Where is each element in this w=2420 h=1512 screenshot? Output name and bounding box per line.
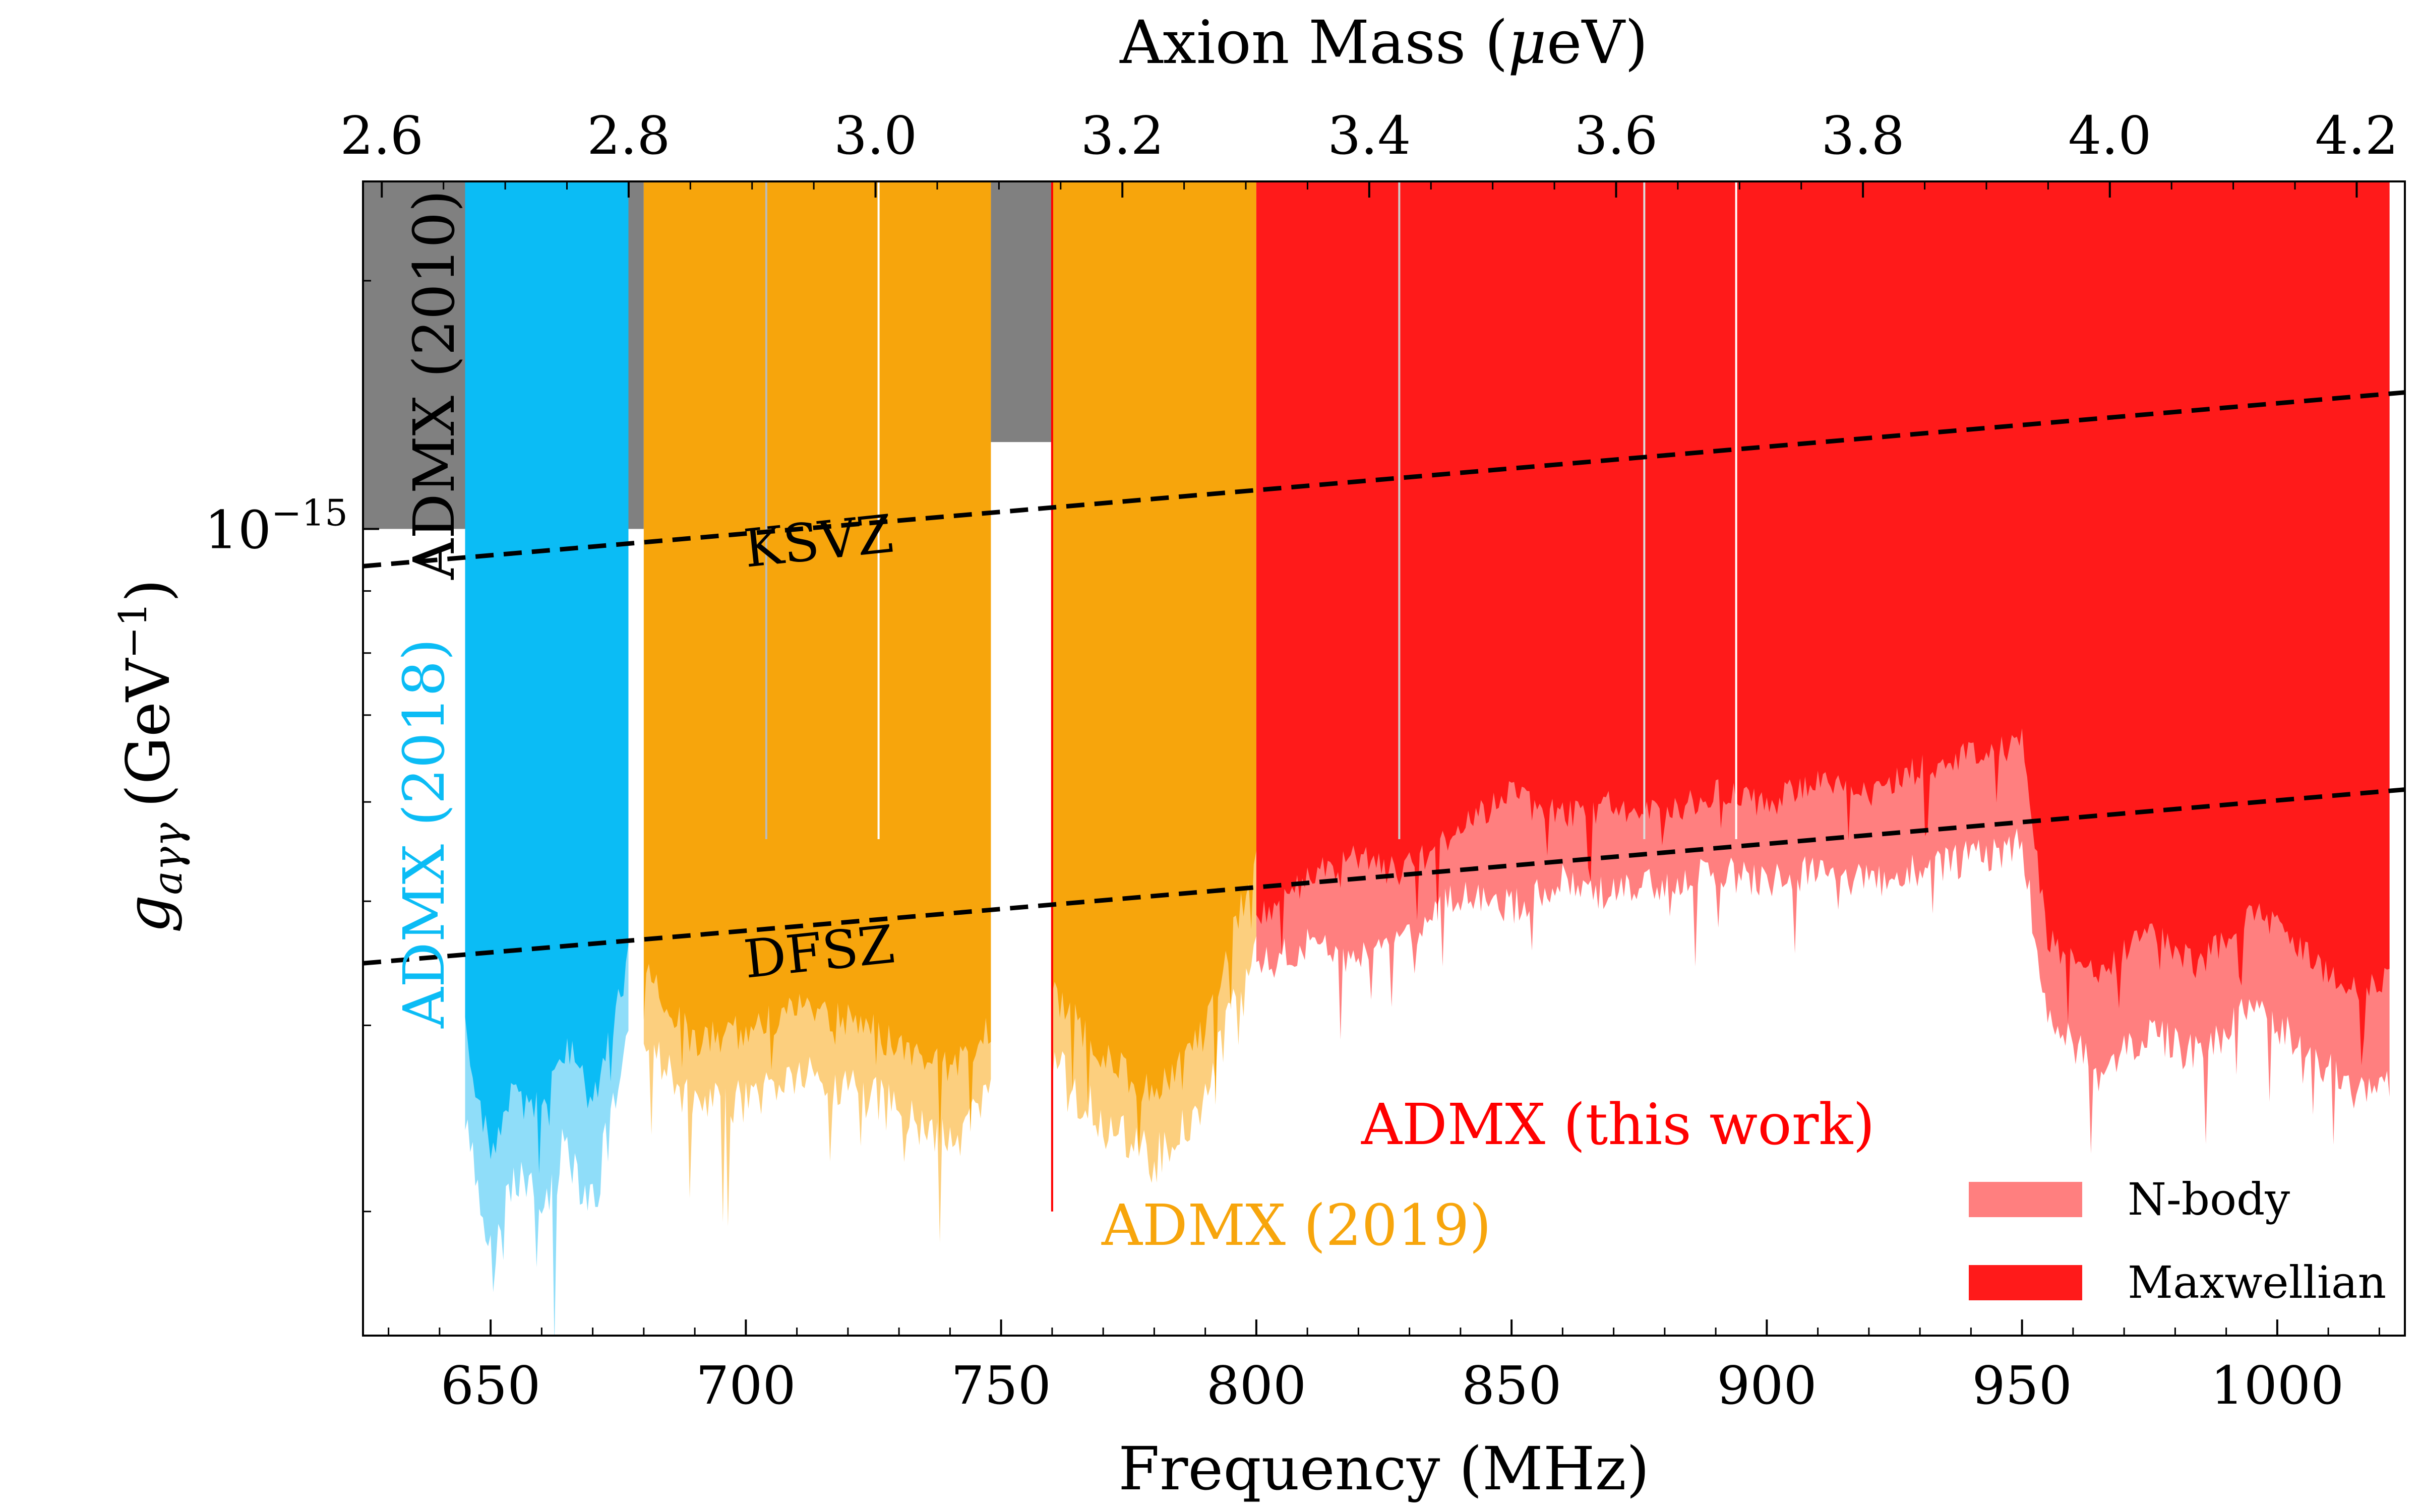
top-tick-label-4.0: 4.0: [2068, 105, 2151, 166]
label-admx-2018: ADMX (2018): [392, 639, 457, 1029]
x-tick-label-1000: 1000: [2211, 1355, 2344, 1416]
x-tick-label-700: 700: [696, 1355, 796, 1416]
top-tick-label-3.0: 3.0: [834, 105, 917, 166]
x-tick-label-950: 950: [1972, 1355, 2072, 1416]
label-admx-2010: ADMX (2010): [402, 190, 467, 580]
y-tick-label: 10−15: [205, 491, 348, 560]
region-admx-2018: [465, 181, 629, 1174]
region-admx-2010-0: [363, 181, 465, 529]
top-tick-label-2.6: 2.6: [340, 105, 424, 166]
region-admx-2019-0: [643, 181, 991, 1146]
region-this-work-maxwellian: [1256, 181, 2390, 1065]
x-tick-label-650: 650: [441, 1355, 541, 1416]
top-tick-label-4.2: 4.2: [2315, 105, 2398, 166]
legend-label-nbody: N-body: [2128, 1173, 2290, 1225]
x-tick-label-800: 800: [1206, 1355, 1307, 1416]
legend: N-body Maxwellian: [1969, 1173, 2386, 1308]
plot-frame: [362, 180, 2406, 1337]
top-tick-label-3.6: 3.6: [1575, 105, 1658, 166]
top-tick-label-3.2: 3.2: [1080, 105, 1164, 166]
region-admx-2019-1: [1052, 181, 1256, 1153]
legend-swatch-maxwellian: [1969, 1265, 2082, 1300]
axis-ticks: 650 700 750 800 850 900 950 1000 2.6 2.8 3.0 3.2 3.4…: [205, 105, 2398, 1416]
region-admx-2010-2: [991, 181, 1052, 443]
top-axis-title: Axion Mass (μeV): [1119, 8, 1648, 77]
y-axis-title: gaγγ(GeV−1): [110, 579, 191, 933]
top-tick-label-2.8: 2.8: [587, 105, 670, 166]
line-dfsz: [363, 787, 2405, 966]
label-admx-this-work: ADMX (this work): [1361, 1092, 1875, 1158]
x-tick-label-750: 750: [951, 1355, 1051, 1416]
reference-lines: [363, 390, 2405, 966]
exclusion-regions: [363, 181, 2390, 1336]
line-ksvz: [363, 390, 2405, 569]
top-tick-label-3.8: 3.8: [1821, 105, 1904, 166]
label-admx-2019: ADMX (2019): [1101, 1193, 1491, 1258]
x-tick-label-850: 850: [1462, 1355, 1562, 1416]
legend-label-maxwellian: Maxwellian: [2128, 1256, 2386, 1308]
legend-swatch-nbody: [1969, 1182, 2082, 1217]
x-tick-label-900: 900: [1717, 1355, 1817, 1416]
top-tick-label-3.4: 3.4: [1327, 105, 1411, 166]
x-axis-title: Frequency (MHz): [1118, 1434, 1650, 1503]
